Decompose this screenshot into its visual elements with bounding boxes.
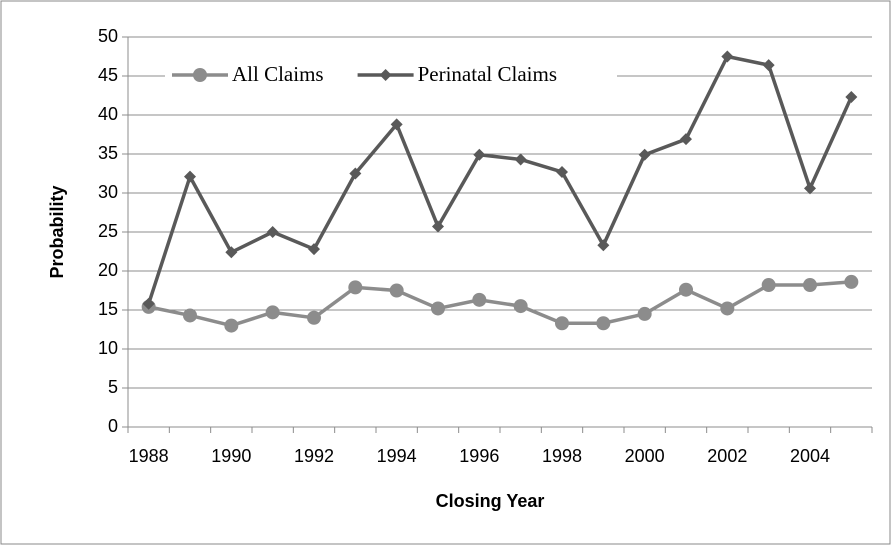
data-point [514, 153, 527, 166]
data-point [266, 226, 279, 238]
legend-label: All Claims [232, 62, 324, 86]
data-point [803, 278, 817, 293]
y-tick-label: 30 [98, 182, 118, 202]
data-point [432, 220, 444, 233]
data-point [721, 50, 734, 63]
data-point [844, 274, 859, 289]
x-tick-label: 2002 [707, 446, 747, 466]
y-tick-label: 20 [98, 260, 118, 280]
data-point [225, 246, 238, 259]
data-point [555, 316, 569, 331]
x-tick-label: 2000 [625, 446, 665, 466]
data-point [597, 239, 610, 252]
y-tick-label: 25 [98, 221, 118, 241]
data-point [348, 280, 363, 295]
x-tick-label: 1992 [294, 446, 334, 466]
x-tick-label: 1990 [211, 446, 251, 466]
data-point [349, 167, 362, 180]
data-point [556, 165, 568, 178]
y-tick-label: 5 [108, 377, 118, 397]
data-point [308, 243, 320, 256]
data-point [804, 182, 816, 195]
data-point [307, 310, 321, 325]
data-point [183, 308, 197, 323]
data-point [265, 305, 280, 320]
x-axis-title: Closing Year [436, 491, 545, 511]
data-point [472, 292, 487, 307]
y-tick-label: 15 [98, 299, 118, 319]
y-tick-label: 40 [98, 104, 118, 124]
legend-marker [379, 69, 392, 81]
data-point [638, 148, 651, 161]
legend-marker [193, 68, 207, 82]
data-point [513, 299, 528, 314]
data-point [389, 283, 404, 298]
x-tick-label: 1996 [459, 446, 499, 466]
y-axis-title: Probability [47, 185, 67, 278]
data-point [762, 59, 775, 72]
series-line [147, 54, 853, 305]
y-tick-label: 10 [98, 338, 118, 358]
data-point [679, 282, 693, 297]
data-point [224, 318, 239, 333]
y-tick-label: 35 [98, 143, 118, 163]
data-point [390, 118, 403, 131]
x-tick-label: 1998 [542, 446, 582, 466]
data-point [473, 148, 486, 161]
data-point [845, 91, 858, 104]
x-tick-label: 1988 [129, 446, 169, 466]
data-point [142, 297, 155, 310]
y-tick-label: 45 [98, 65, 118, 85]
y-tick-label: 50 [98, 26, 118, 46]
data-point [184, 170, 196, 183]
data-point [680, 133, 692, 146]
legend-label: Perinatal Claims [418, 62, 557, 86]
data-point [596, 316, 611, 331]
data-point [637, 306, 652, 321]
data-point [720, 301, 735, 316]
x-tick-label: 1994 [377, 446, 417, 466]
series-line [148, 280, 852, 328]
y-tick-label: 0 [108, 416, 118, 436]
data-point [431, 301, 445, 316]
data-point [761, 278, 776, 293]
x-tick-label: 2004 [790, 446, 830, 466]
